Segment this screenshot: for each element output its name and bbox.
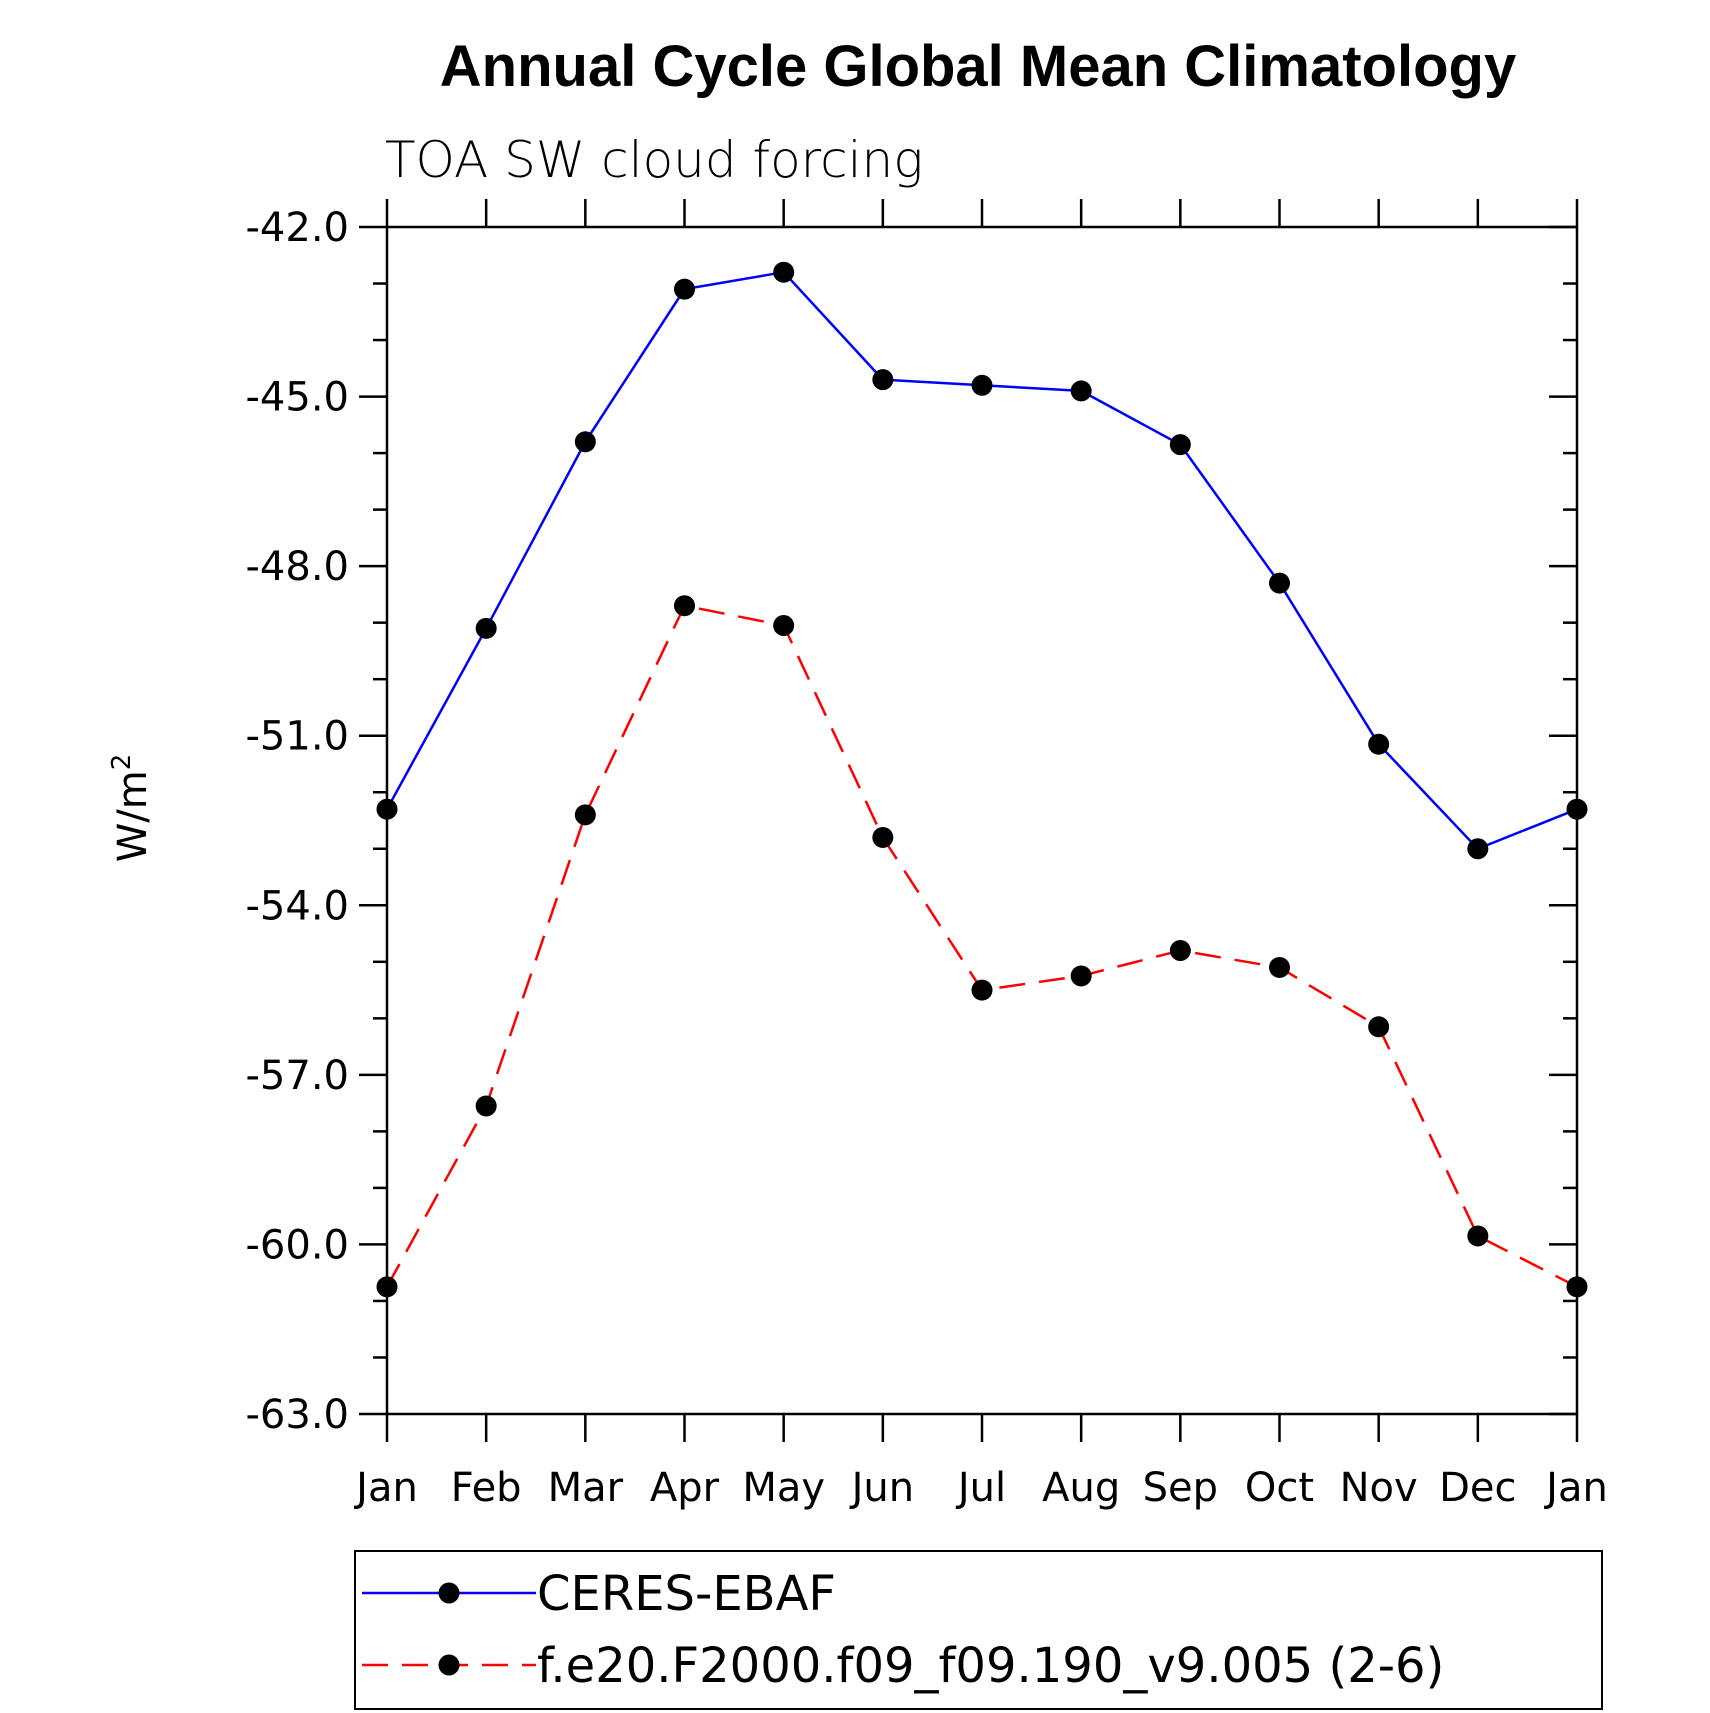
data-point-series-1	[1467, 838, 1489, 860]
plot-frame	[385, 225, 1579, 1416]
x-tick-label: Nov	[1340, 1465, 1418, 1511]
x-tick-label: Jul	[955, 1465, 1006, 1511]
y-tick-label: -54.0	[246, 883, 350, 929]
data-point-series-2	[1368, 1016, 1390, 1038]
x-tick-label: Jan	[1543, 1465, 1608, 1511]
data-point-series-2	[1169, 940, 1191, 962]
series-line-2	[385, 604, 1578, 1288]
chart-title: Annual Cycle Global Mean Climatology	[440, 34, 1516, 99]
y-tick-label: -60.0	[246, 1222, 350, 1268]
data-point-series-1	[376, 798, 398, 820]
data-point-series-1	[574, 431, 596, 453]
x-tick-label: Aug	[1042, 1465, 1120, 1511]
data-point-series-1	[1169, 434, 1191, 456]
x-tick-label: Oct	[1245, 1465, 1314, 1511]
legend-label-2: f.e20.F2000.f09_f09.190_v9.005 (2-6)	[537, 1638, 1444, 1694]
data-point-series-2	[1566, 1276, 1588, 1298]
x-tick-label: Apr	[650, 1465, 720, 1511]
series-line-1	[385, 270, 1578, 851]
data-point-series-1	[674, 278, 695, 300]
y-axis-label-superscript: 2	[107, 754, 137, 771]
y-tick-label: -42.0	[246, 205, 350, 251]
x-tick-labels: Jan Feb Mar Apr May Jun Jul Aug Sep Oct Nov Dec Jan	[353, 1465, 1608, 1511]
data-point-series-1	[872, 369, 894, 391]
data-point-series-1	[1070, 380, 1092, 402]
legend-box	[354, 1550, 1603, 1710]
y-tick-label: -57.0	[246, 1053, 350, 1099]
data-point-series-2	[773, 614, 795, 636]
x-tick-label: Sep	[1143, 1465, 1218, 1511]
data-point-series-2	[1269, 956, 1290, 978]
x-tick-label: Jun	[849, 1465, 915, 1511]
data-point-series-2	[872, 826, 894, 848]
axis-ticks	[359, 199, 1579, 1442]
x-tick-label: May	[742, 1465, 825, 1511]
y-tick-label: -63.0	[246, 1392, 350, 1438]
legend-label-1: CERES-EBAF	[537, 1566, 836, 1622]
legend: CERES-EBAF f.e20.F2000.f09_f09.190_v9.005…	[362, 1566, 1444, 1694]
y-tick-labels: -42.0 -45.0 -48.0 -51.0 -54.0 -57.0 -60.0 -63.0	[246, 205, 350, 1438]
y-axis-label: W/m2	[107, 754, 156, 863]
legend-marker-1	[438, 1582, 460, 1604]
y-axis-label-text: W/m	[110, 770, 156, 862]
data-point-series-2	[574, 804, 596, 826]
data-point-series-1	[971, 374, 993, 396]
data-point-series-2	[674, 595, 695, 617]
x-tick-label: Jan	[353, 1465, 418, 1511]
svg-text:W/m2: W/m2	[107, 754, 156, 863]
y-tick-label: -45.0	[246, 375, 350, 421]
data-point-series-2	[1467, 1225, 1489, 1247]
x-tick-label: Feb	[451, 1465, 522, 1511]
legend-marker-2	[438, 1654, 460, 1676]
chart-subtitle: TOA SW cloud forcing	[385, 131, 923, 189]
data-point-series-2	[376, 1276, 398, 1298]
data-point-series-2	[1070, 965, 1092, 987]
x-tick-label: Dec	[1439, 1465, 1516, 1511]
y-tick-label: -51.0	[246, 714, 350, 760]
data-point-series-1	[475, 617, 497, 639]
data-point-series-2	[971, 979, 993, 1001]
data-point-series-1	[773, 261, 795, 283]
y-tick-label: -48.0	[246, 544, 350, 590]
data-point-series-1	[1368, 733, 1390, 755]
data-point-series-2	[475, 1095, 497, 1117]
data-point-series-1	[1566, 798, 1588, 820]
series-layer	[376, 261, 1588, 1298]
data-point-series-1	[1269, 572, 1290, 594]
x-tick-label: Mar	[548, 1465, 624, 1511]
